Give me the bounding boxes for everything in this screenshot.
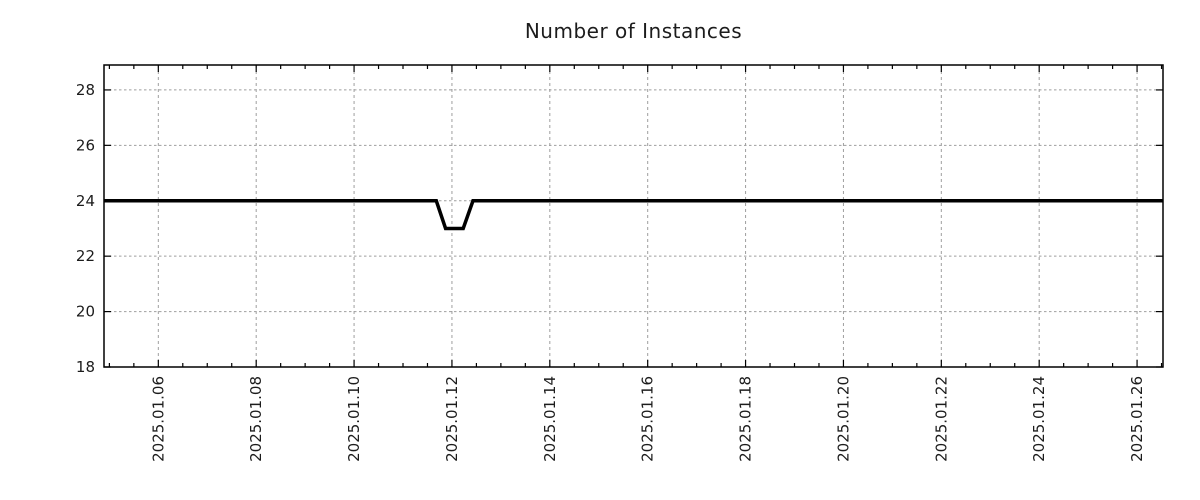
chart-title: Number of Instances bbox=[524, 19, 743, 43]
y-tick-label: 24 bbox=[76, 192, 95, 210]
x-tick-label: 2025.01.08 bbox=[247, 376, 265, 462]
y-tick-label: 20 bbox=[76, 303, 95, 321]
x-tick-label: 2025.01.12 bbox=[443, 376, 461, 462]
x-tick-label: 2025.01.18 bbox=[737, 376, 755, 462]
data-line bbox=[104, 199, 1163, 231]
x-tick-label: 2025.01.16 bbox=[639, 376, 657, 462]
x-tick-label: 2025.01.14 bbox=[541, 376, 559, 462]
y-tick-label: 28 bbox=[76, 81, 95, 99]
x-tick-label: 2025.01.20 bbox=[834, 376, 852, 462]
x-tick-label: 2025.01.06 bbox=[149, 376, 167, 462]
plot-frame bbox=[103, 64, 1164, 368]
x-tick-label: 2025.01.26 bbox=[1128, 376, 1146, 462]
x-tick-label: 2025.01.22 bbox=[932, 376, 950, 462]
y-tick-label: 22 bbox=[76, 247, 95, 265]
x-tick-label: 2025.01.10 bbox=[345, 376, 363, 462]
y-tick-label: 26 bbox=[76, 136, 95, 154]
y-tick-label: 18 bbox=[76, 358, 95, 376]
x-tick-label: 2025.01.24 bbox=[1030, 376, 1048, 462]
